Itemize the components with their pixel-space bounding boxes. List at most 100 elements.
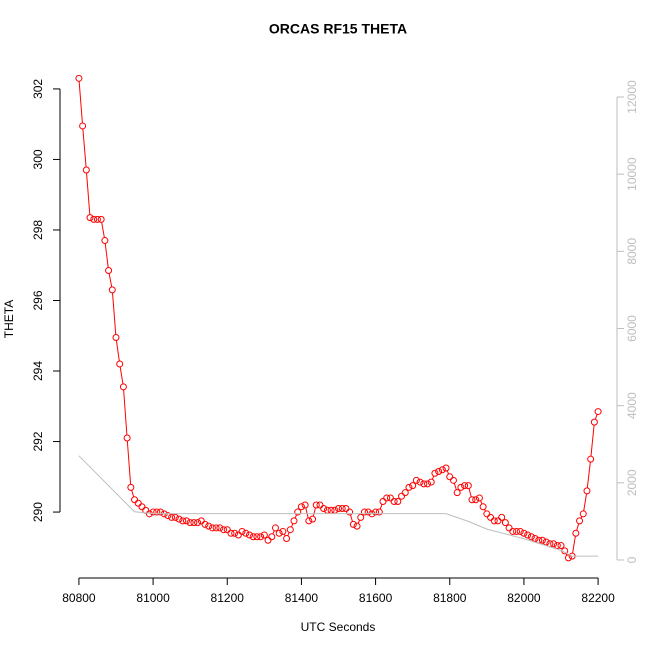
x-tick-label: 82200 <box>581 591 615 605</box>
connector <box>112 292 117 335</box>
point <box>394 497 402 505</box>
y2-tick-label: 4000 <box>625 392 639 419</box>
y-tick-label: 294 <box>31 361 45 381</box>
point <box>190 519 198 527</box>
point <box>557 542 565 550</box>
point <box>238 527 246 535</box>
point <box>342 505 350 513</box>
point <box>208 524 216 532</box>
x-tick-label: 82000 <box>507 591 541 605</box>
point <box>279 527 287 535</box>
point <box>438 466 446 474</box>
connector <box>101 222 105 238</box>
point <box>205 522 213 530</box>
point <box>464 482 472 490</box>
point <box>360 508 368 516</box>
point <box>301 501 309 509</box>
point <box>297 503 305 511</box>
line <box>78 455 599 557</box>
point <box>331 506 339 514</box>
point <box>427 478 435 486</box>
y-tick-label: 290 <box>31 502 45 522</box>
y-tick-label: 292 <box>31 431 45 451</box>
connector <box>290 523 294 528</box>
point <box>309 515 317 523</box>
point <box>524 531 532 539</box>
point <box>527 533 535 541</box>
connector <box>350 514 353 522</box>
point <box>479 503 487 511</box>
point <box>320 505 328 513</box>
point <box>179 517 187 525</box>
point <box>127 483 135 491</box>
point <box>216 524 224 532</box>
point <box>520 529 528 537</box>
y2-tick-label: 6000 <box>625 315 639 342</box>
point <box>93 215 101 223</box>
y2-tick-label: 0 <box>625 556 639 563</box>
point <box>468 496 476 504</box>
point <box>379 497 387 505</box>
point <box>186 519 194 527</box>
connector <box>468 488 472 497</box>
y-tick-label: 296 <box>31 290 45 310</box>
point <box>405 483 413 491</box>
point <box>576 517 584 525</box>
point <box>201 520 209 528</box>
x-tick-label: 81000 <box>136 591 170 605</box>
point <box>590 418 598 426</box>
point <box>156 508 164 516</box>
point <box>175 515 183 523</box>
point <box>357 513 365 521</box>
connector <box>294 514 298 519</box>
point <box>168 513 176 521</box>
point <box>164 512 172 520</box>
connector <box>272 530 275 535</box>
point <box>86 214 94 222</box>
point <box>312 501 320 509</box>
point <box>79 122 87 130</box>
connector <box>357 519 361 524</box>
connector <box>86 172 91 215</box>
point <box>409 482 417 490</box>
point <box>220 526 228 534</box>
connector <box>126 440 132 485</box>
y-axis-label: THETA <box>2 300 16 338</box>
point <box>449 476 457 484</box>
point <box>431 469 439 477</box>
point <box>231 529 239 537</box>
connector <box>131 490 135 497</box>
point <box>513 527 521 535</box>
connector <box>305 507 309 519</box>
point <box>386 494 394 502</box>
point <box>564 554 572 562</box>
y2-tick-label: 8000 <box>625 238 639 265</box>
point <box>553 542 561 550</box>
point <box>472 496 480 504</box>
point <box>372 508 380 516</box>
point <box>227 529 235 537</box>
point <box>316 501 324 509</box>
point <box>446 473 454 481</box>
y2-tick-label: 10000 <box>625 157 639 191</box>
point <box>271 524 279 532</box>
x-tick-label: 81200 <box>211 591 245 605</box>
point <box>398 492 406 500</box>
point <box>420 480 428 488</box>
x-tick-label: 80800 <box>62 591 96 605</box>
point <box>138 503 146 511</box>
y2-tick-label: 2000 <box>625 469 639 496</box>
point <box>335 505 342 513</box>
y2-tick-label: 12000 <box>625 80 639 114</box>
point <box>579 510 587 518</box>
point <box>283 535 291 543</box>
y-tick-label: 298 <box>31 220 45 240</box>
chart-title: ORCAS RF15 THETA <box>269 21 407 37</box>
point <box>498 513 506 521</box>
point <box>223 526 231 534</box>
point <box>531 535 539 543</box>
point <box>108 286 116 294</box>
point <box>153 508 161 516</box>
point <box>149 508 157 516</box>
connector <box>446 470 450 475</box>
